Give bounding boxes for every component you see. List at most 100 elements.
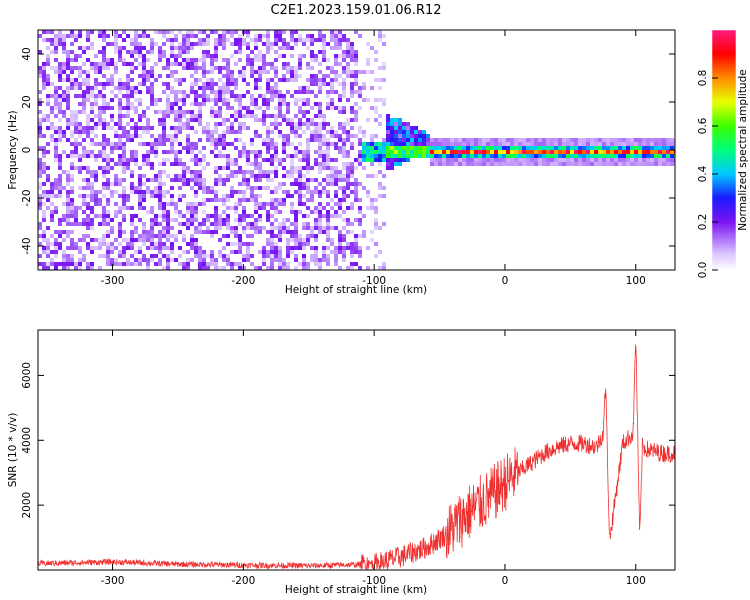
heatmap-cell bbox=[102, 118, 106, 122]
heatmap-cell bbox=[310, 138, 314, 142]
heatmap-cell bbox=[266, 106, 270, 110]
heatmap-cell bbox=[50, 82, 54, 86]
heatmap-cell bbox=[426, 154, 430, 158]
heatmap-cell bbox=[126, 138, 130, 142]
heatmap-cell bbox=[114, 70, 118, 74]
heatmap-cell bbox=[158, 190, 162, 194]
heatmap-cell bbox=[274, 206, 278, 210]
heatmap-cell bbox=[194, 34, 198, 38]
heatmap-cell bbox=[334, 194, 338, 198]
heatmap-cell bbox=[334, 258, 338, 262]
heatmap-cell bbox=[198, 182, 202, 186]
heatmap-cell bbox=[286, 42, 290, 46]
heatmap-cell bbox=[58, 190, 62, 194]
heatmap-cell bbox=[134, 90, 138, 94]
heatmap-cell bbox=[466, 150, 470, 154]
heatmap-cell bbox=[286, 250, 290, 254]
heatmap-cell bbox=[58, 194, 62, 198]
heatmap-cell bbox=[214, 98, 218, 102]
heatmap-cell bbox=[190, 74, 194, 78]
heatmap-cell bbox=[190, 246, 194, 250]
heatmap-cell bbox=[282, 258, 286, 262]
heatmap-cell bbox=[270, 226, 274, 230]
heatmap-cell bbox=[102, 82, 106, 86]
heatmap-cell bbox=[214, 58, 218, 62]
heatmap-cell bbox=[102, 234, 106, 238]
heatmap-cell bbox=[162, 122, 166, 126]
heatmap-cell bbox=[298, 194, 302, 198]
heatmap-cell bbox=[222, 118, 226, 122]
heatmap-cell bbox=[186, 66, 190, 70]
heatmap-cell bbox=[146, 58, 150, 62]
heatmap-cell bbox=[118, 162, 122, 166]
heatmap-cell bbox=[438, 162, 442, 166]
heatmap-cell bbox=[274, 198, 278, 202]
heatmap-cell bbox=[402, 146, 406, 150]
heatmap-cell bbox=[206, 94, 210, 98]
heatmap-cell bbox=[326, 194, 330, 198]
heatmap-cell bbox=[278, 246, 282, 250]
heatmap-cell bbox=[398, 134, 402, 138]
heatmap-cell bbox=[222, 82, 226, 86]
heatmap-cell bbox=[226, 214, 230, 218]
heatmap-cell bbox=[238, 218, 242, 222]
heatmap-cell bbox=[178, 210, 182, 214]
heatmap-cell bbox=[214, 38, 218, 42]
heatmap-cell bbox=[234, 94, 238, 98]
heatmap-cell bbox=[470, 138, 474, 142]
heatmap-cell bbox=[346, 150, 350, 154]
heatmap-cell bbox=[230, 174, 234, 178]
heatmap-cell bbox=[90, 126, 94, 130]
heatmap-cell bbox=[270, 86, 274, 90]
heatmap-cell bbox=[286, 230, 290, 234]
heatmap-cell bbox=[182, 46, 186, 50]
heatmap-cell bbox=[558, 150, 562, 154]
heatmap-cell bbox=[194, 118, 198, 122]
heatmap-cell bbox=[326, 214, 330, 218]
heatmap-cell bbox=[634, 142, 638, 146]
heatmap-cell bbox=[334, 134, 338, 138]
heatmap-cell bbox=[106, 34, 110, 38]
heatmap-cell bbox=[214, 226, 218, 230]
heatmap-cell bbox=[274, 114, 278, 118]
heatmap-cell bbox=[338, 54, 342, 58]
heatmap-cell bbox=[358, 34, 362, 38]
heatmap-cell bbox=[54, 106, 58, 110]
heatmap-cell bbox=[102, 134, 106, 138]
heatmap-cell bbox=[270, 246, 274, 250]
heatmap-cell bbox=[66, 102, 70, 106]
heatmap-cell bbox=[258, 74, 262, 78]
heatmap-cell bbox=[306, 146, 310, 150]
heatmap-cell bbox=[126, 246, 130, 250]
heatmap-cell bbox=[306, 78, 310, 82]
heatmap-cell bbox=[46, 46, 50, 50]
heatmap-cell bbox=[102, 238, 106, 242]
heatmap-cell bbox=[134, 110, 138, 114]
heatmap-cell bbox=[306, 158, 310, 162]
heatmap-cell bbox=[338, 234, 342, 238]
heatmap-cell bbox=[190, 238, 194, 242]
heatmap-cell bbox=[198, 106, 202, 110]
heatmap-cell bbox=[334, 146, 338, 150]
heatmap-cell bbox=[594, 150, 598, 154]
heatmap-cell bbox=[182, 110, 186, 114]
heatmap-cell bbox=[298, 174, 302, 178]
heatmap-cell bbox=[70, 86, 74, 90]
heatmap-cell bbox=[118, 122, 122, 126]
heatmap-cell bbox=[86, 82, 90, 86]
heatmap-cell bbox=[74, 114, 78, 118]
heatmap-cell bbox=[110, 218, 114, 222]
heatmap-cell bbox=[174, 54, 178, 58]
heatmap-cell bbox=[218, 150, 222, 154]
heatmap-cell bbox=[142, 66, 146, 70]
heatmap-cell bbox=[66, 174, 70, 178]
heatmap-cell bbox=[290, 74, 294, 78]
heatmap-cell bbox=[522, 158, 526, 162]
heatmap-cell bbox=[602, 158, 606, 162]
heatmap-cell bbox=[110, 126, 114, 130]
heatmap-cell bbox=[542, 146, 546, 150]
heatmap-cell bbox=[558, 142, 562, 146]
heatmap-cell bbox=[310, 34, 314, 38]
heatmap-cell bbox=[290, 94, 294, 98]
heatmap-cell bbox=[346, 182, 350, 186]
